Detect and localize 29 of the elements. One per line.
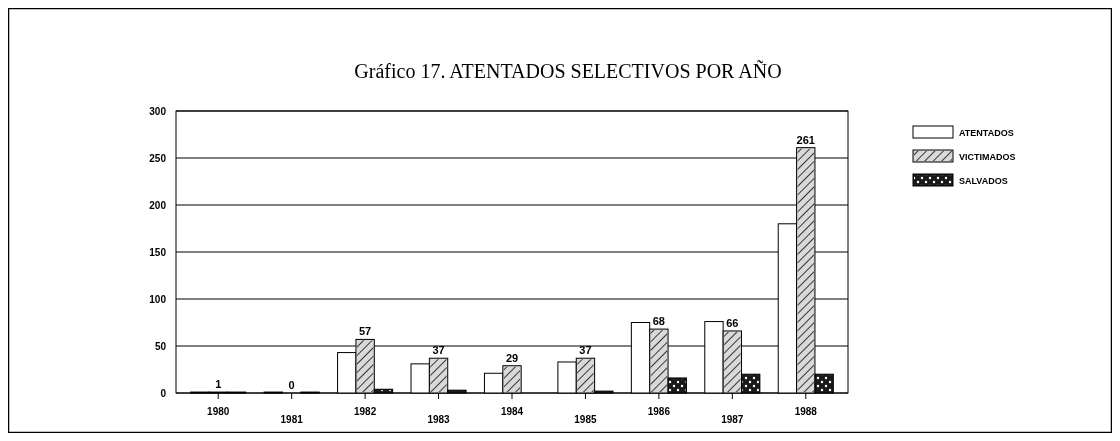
data-label: 0 xyxy=(288,379,295,391)
y-tick-label: 0 xyxy=(160,388,167,399)
data-label: 57 xyxy=(358,325,372,338)
data-label: 261 xyxy=(796,133,815,146)
x-tick-label: 1986 xyxy=(647,406,671,417)
data-label: 68 xyxy=(652,315,666,328)
data-label: 29 xyxy=(505,351,519,364)
legend-label: ATENTADOS xyxy=(959,128,1014,138)
data-label: 66 xyxy=(726,316,739,329)
data-label: 1 xyxy=(215,378,222,391)
x-tick-label: 1988 xyxy=(794,406,818,417)
legend-label: VICTIMADOS xyxy=(959,152,1016,162)
x-tick-label: 1987 xyxy=(721,414,744,425)
y-tick-label: 150 xyxy=(149,247,167,258)
x-tick-label: 1981 xyxy=(280,414,304,425)
data-label: 37 xyxy=(432,344,445,357)
y-tick-label: 200 xyxy=(149,200,167,211)
data-label: 37 xyxy=(579,344,592,357)
y-tick-label: 100 xyxy=(149,294,167,305)
y-tick-label: 250 xyxy=(149,153,167,164)
x-tick-label: 1982 xyxy=(353,406,377,417)
y-tick-label: 300 xyxy=(149,106,167,117)
x-tick-label: 1983 xyxy=(427,414,451,425)
x-tick-label: 1984 xyxy=(500,406,524,417)
legend-label: SALVADOS xyxy=(959,176,1008,186)
x-tick-label: 1980 xyxy=(207,406,230,417)
chart-title: Gráfico 17. ATENTADOS SELECTIVOS POR AÑO xyxy=(354,59,782,82)
x-tick-label: 1985 xyxy=(574,414,597,425)
y-tick-label: 50 xyxy=(154,341,167,352)
